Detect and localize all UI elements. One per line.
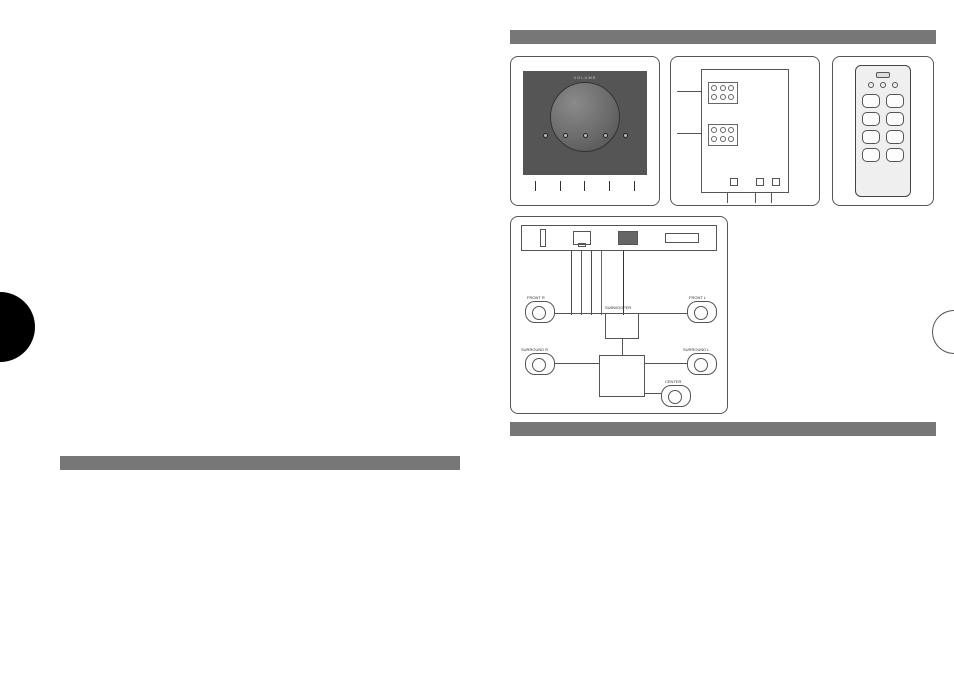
hub-label: SUBWOOFER bbox=[605, 305, 631, 310]
remote-body bbox=[855, 65, 911, 197]
front-panel-plate: VOLUME bbox=[523, 71, 647, 175]
rca-block-1 bbox=[708, 82, 738, 104]
speaker-surround-l bbox=[687, 353, 717, 375]
rear-port-2 bbox=[756, 178, 764, 186]
source-dvd-icon bbox=[665, 233, 699, 243]
thumb-tab-right bbox=[932, 310, 954, 354]
remote-ir-window-icon bbox=[876, 72, 890, 78]
decoder-hub bbox=[605, 313, 639, 339]
section-bar-controls bbox=[510, 30, 936, 44]
remote-top-buttons bbox=[868, 82, 898, 88]
remote-btn bbox=[886, 130, 904, 144]
remote-btn bbox=[886, 112, 904, 126]
source-tower-icon bbox=[540, 229, 546, 247]
diagram-wiring: SUBWOOFER FRONT R FRONT L SURROUND R SUR… bbox=[510, 216, 728, 414]
rear-port-1 bbox=[730, 178, 738, 186]
rear-port-3 bbox=[772, 178, 780, 186]
speaker-center bbox=[661, 385, 691, 407]
speaker-surround-r bbox=[525, 353, 555, 375]
remote-power-icon bbox=[868, 82, 874, 88]
section-bar-subwoofer bbox=[510, 422, 936, 436]
remote-btn bbox=[862, 112, 880, 126]
remote-input-icon bbox=[892, 82, 898, 88]
section-bar-specs bbox=[60, 456, 460, 470]
source-tv-icon bbox=[618, 231, 638, 245]
page-root: EN VOLUME bbox=[0, 0, 954, 679]
volume-arc-label: VOLUME bbox=[523, 75, 647, 80]
remote-mute-icon bbox=[880, 82, 886, 88]
remote-btn bbox=[862, 130, 880, 144]
rear-panel-frame bbox=[701, 69, 789, 193]
source-strip bbox=[521, 225, 717, 251]
label-front-l: FRONT L bbox=[689, 295, 706, 300]
remote-button-grid bbox=[862, 94, 904, 162]
front-panel-led-row bbox=[535, 131, 635, 141]
rca-block-2 bbox=[708, 124, 738, 146]
diagram-rear-panel bbox=[670, 56, 820, 206]
subwoofer-rear bbox=[599, 355, 645, 397]
remote-btn bbox=[862, 148, 880, 162]
label-center: CENTER bbox=[665, 379, 681, 384]
speaker-front-l bbox=[687, 301, 717, 323]
diagram-remote bbox=[832, 56, 934, 206]
speaker-front-r bbox=[525, 301, 555, 323]
front-panel-callout-ticks bbox=[523, 181, 647, 199]
label-surround-l: SURROUND L bbox=[683, 347, 709, 352]
label-surround-r: SURROUND R bbox=[521, 347, 548, 352]
page-lang-label: EN bbox=[16, 610, 29, 620]
volume-knob-icon bbox=[550, 82, 620, 152]
remote-btn bbox=[862, 94, 880, 108]
source-pc-icon bbox=[573, 231, 591, 245]
remote-btn bbox=[886, 148, 904, 162]
thumb-tab-left: EN bbox=[0, 292, 35, 362]
diagram-front-panel: VOLUME bbox=[510, 56, 660, 206]
remote-btn bbox=[886, 94, 904, 108]
label-front-r: FRONT R bbox=[527, 295, 545, 300]
